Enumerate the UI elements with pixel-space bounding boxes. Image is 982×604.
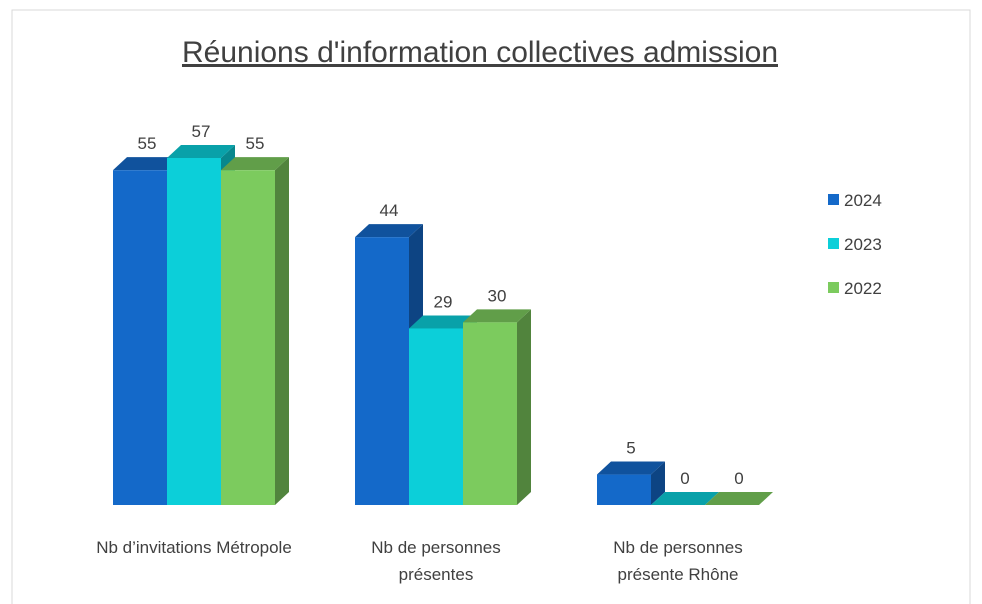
bar-top (221, 157, 289, 171)
chart-frame (11, 9, 971, 604)
data-label: 57 (192, 122, 211, 141)
data-label: 44 (380, 201, 399, 220)
data-label: 29 (434, 292, 453, 311)
legend-swatch (828, 282, 839, 293)
bar (409, 328, 463, 505)
bar (113, 170, 167, 505)
bar (355, 237, 409, 505)
data-label: 5 (626, 439, 635, 458)
bar-side (517, 309, 531, 505)
legend-label: 2022 (844, 279, 882, 298)
bar-top (167, 145, 235, 158)
bar-top (651, 492, 719, 505)
bar-top (597, 461, 665, 475)
legend-label: 2024 (844, 191, 882, 210)
x-tick-label: Nb de personnes présentes (371, 538, 501, 584)
x-tick-label: Nb d’invitations Métropole (96, 538, 292, 557)
legend-label: 2023 (844, 235, 882, 254)
bar-top (409, 315, 477, 329)
bar-side (651, 461, 665, 505)
bar-top (463, 309, 531, 323)
bar (167, 158, 221, 505)
x-tick-label: Nb de personnes présente Rhône (613, 538, 743, 584)
bar-top (705, 492, 773, 505)
data-label: 55 (138, 134, 157, 153)
bar-top (113, 157, 181, 171)
data-label: 30 (488, 286, 507, 305)
bar (597, 474, 651, 505)
legend-swatch (828, 238, 839, 249)
bar-top (355, 224, 423, 238)
data-label: 0 (734, 469, 743, 488)
legend-swatch (828, 194, 839, 205)
bar (463, 322, 517, 505)
bar-side (275, 157, 289, 505)
bar (221, 170, 275, 505)
data-label: 55 (246, 134, 265, 153)
data-label: 0 (680, 469, 689, 488)
chart-title: Réunions d'information collectives admis… (182, 36, 778, 69)
